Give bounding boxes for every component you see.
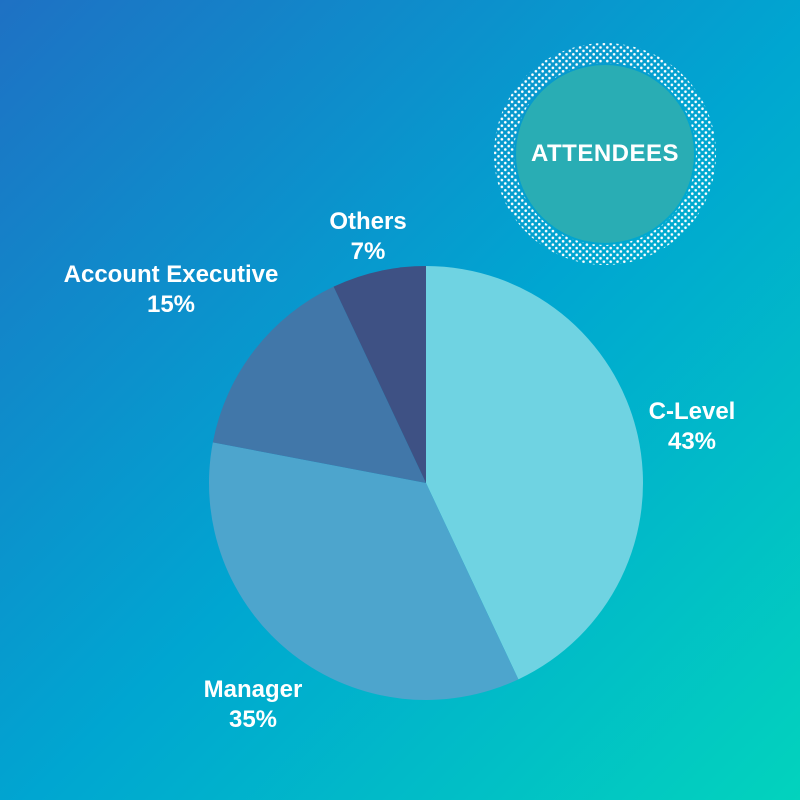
slice-percent-label: 43% [667,428,717,455]
badge-dotted-ring [494,43,716,265]
slice-name-label: Account Executive [63,261,279,288]
pie-slice-manager [208,442,519,701]
slice-name-label: Manager [203,676,303,703]
badge-circle [516,65,694,243]
slice-name-label: C-Level [648,398,736,425]
badge-graphic [494,43,716,265]
pie-slice-account-executive [212,286,426,483]
pie-slice-others [333,266,426,483]
pie-label-manager: Manager 35% [204,675,303,735]
attendees-badge: ATTENDEES [490,39,720,269]
slice-percent-label: 35% [228,706,278,733]
slice-percent-label: 15% [146,291,196,318]
pie-label-account-executive: Account Executive 15% [64,260,279,320]
pie-slice-c-level [426,266,644,680]
slice-name-label: Others [329,208,407,235]
pie-label-others: Others 7% [329,207,406,267]
pie-label-c-level: C-Level 43% [649,397,736,457]
slice-percent-label: 7% [350,238,386,265]
badge-title: ATTENDEES [530,140,680,167]
